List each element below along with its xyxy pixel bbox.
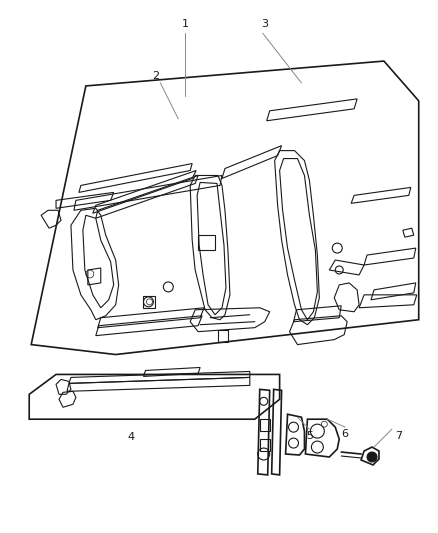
Text: 7: 7 [395,431,403,441]
Text: 1: 1 [182,19,189,29]
Text: 6: 6 [342,429,349,439]
Text: 2: 2 [152,71,159,81]
Text: 4: 4 [127,432,134,442]
Text: 5: 5 [306,431,313,441]
Circle shape [367,452,377,462]
Text: 3: 3 [261,19,268,29]
